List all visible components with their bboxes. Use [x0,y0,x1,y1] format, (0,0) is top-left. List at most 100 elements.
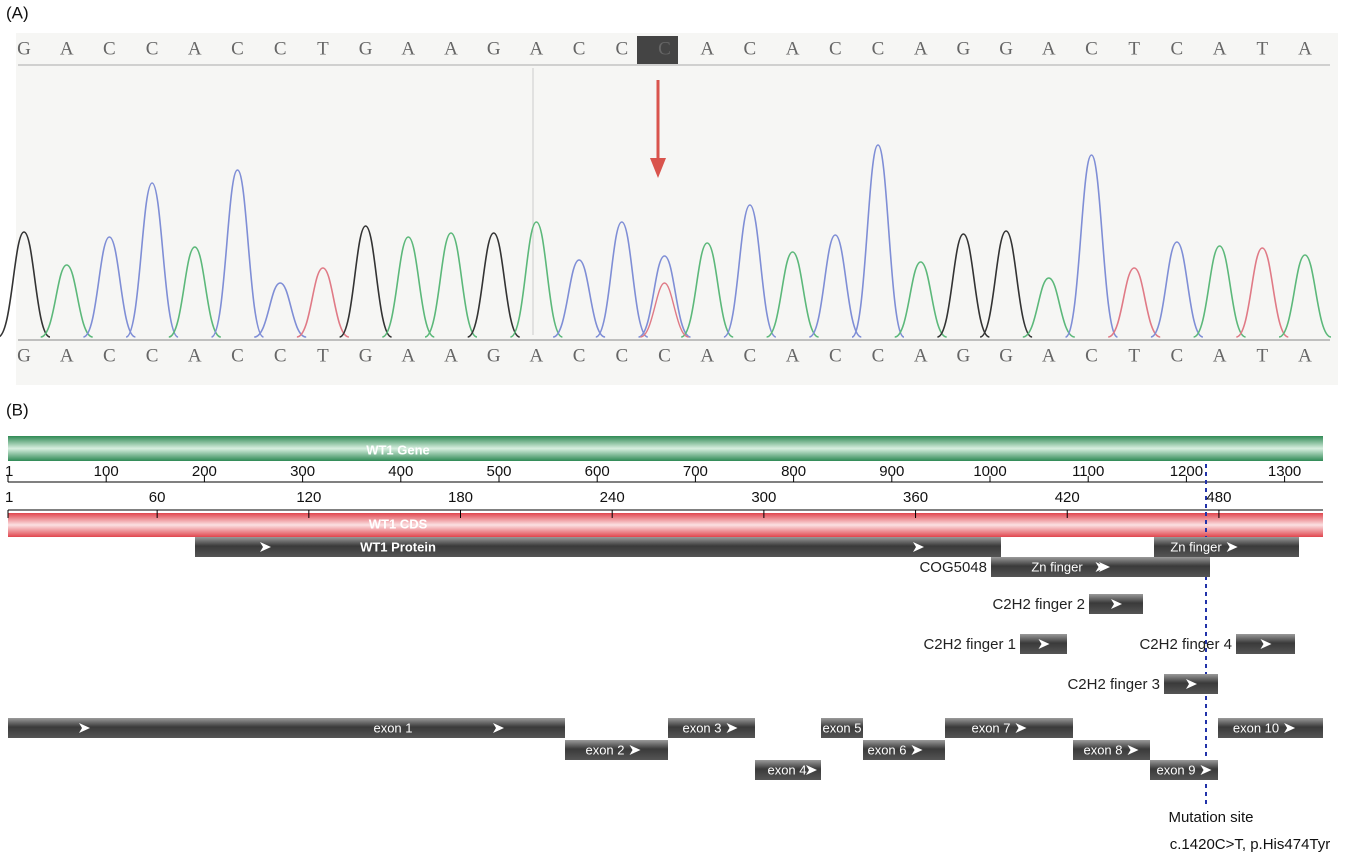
base-call: G [999,38,1013,59]
figure: (A) (B) WT1 Gene WT1 CDS Mutation site c… [0,0,1351,858]
tick-label: 800 [781,463,806,480]
tick-label: 1200 [1170,463,1203,480]
feature-label: Zn finger [1170,539,1222,554]
mutation-title: Mutation site [1168,809,1253,826]
feature-label: C2H2 finger 2 [992,596,1085,613]
tick-label: 360 [903,489,928,506]
base-call: A [188,38,202,59]
base-call: C [829,38,842,59]
base-call: A [1298,345,1312,366]
base-call: T [317,38,329,59]
base-call: A [401,345,415,366]
tick-label: 1100 [1072,463,1104,480]
feature-label: exon 4 [767,762,806,777]
base-call: A [700,38,714,59]
feature-label: exon 2 [585,742,624,757]
base-call: A [1042,38,1056,59]
base-call: A [914,38,928,59]
base-call: C [103,345,116,366]
base-call: G [359,38,373,59]
page: {"panel_a": {"label": "(A)", "top_sequen… [0,0,1351,858]
base-call: C [872,38,885,59]
base-call: A [1298,38,1312,59]
base-call: C [744,345,757,366]
base-call: G [957,38,971,59]
tick-label: 1 [5,489,13,506]
base-call: G [17,345,31,366]
base-call: A [188,345,202,366]
base-call: G [359,345,373,366]
tick-label: 500 [486,463,511,480]
base-call: G [957,345,971,366]
base-call: A [1213,345,1227,366]
base-call: A [1042,345,1056,366]
cds-bar [8,513,1323,537]
tick-label: 240 [600,489,625,506]
tick-label: 1 [5,463,13,480]
feature-label: exon 3 [682,720,721,735]
cds-label: WT1 CDS [369,516,428,531]
base-call: C [573,38,586,59]
feature-label: exon 7 [971,720,1010,735]
base-call: C [274,345,287,366]
base-call: C [1085,345,1098,366]
feature-label: exon 10 [1233,720,1279,735]
tick-label: 60 [149,489,166,506]
tick-label: 900 [879,463,904,480]
base-call: A [60,38,74,59]
feature-bar [195,537,1001,557]
feature-label: exon 6 [867,742,906,757]
feature-label: WT1 Protein [360,539,436,554]
base-call: G [487,38,501,59]
base-call: A [700,345,714,366]
feature-label: C2H2 finger 1 [923,636,1016,653]
feature-label: exon 8 [1083,742,1122,757]
base-call: A [530,38,544,59]
base-call: T [1128,345,1140,366]
base-call: A [914,345,928,366]
base-call: A [786,38,800,59]
base-call: T [1128,38,1140,59]
base-call: C [103,38,116,59]
base-call: C [744,38,757,59]
feature-label: exon 5 [822,720,861,735]
feature-label: C2H2 finger 3 [1067,676,1160,693]
base-call: C [1171,345,1184,366]
base-call: A [444,345,458,366]
tick-label: 1000 [973,463,1006,480]
base-call: C [1171,38,1184,59]
panel-label: (B) [6,400,29,419]
tick-label: 420 [1055,489,1080,506]
tick-label: 300 [751,489,776,506]
base-call: C [829,345,842,366]
base-call: T [1256,38,1268,59]
base-call: A [1213,38,1227,59]
feature-inner-label: Zn finger [1031,559,1083,574]
base-call: C [231,345,244,366]
mutation-detail: c.1420C>T, p.His474Tyr [1170,836,1331,853]
base-call: C [573,345,586,366]
base-call: T [317,345,329,366]
tick-label: 700 [683,463,708,480]
tick-label: 600 [585,463,610,480]
tick-label: 180 [448,489,473,506]
tick-label: 480 [1206,489,1231,506]
tick-label: 300 [290,463,315,480]
feature-label: C2H2 finger 4 [1139,636,1232,653]
base-call: C [146,345,159,366]
gene-label: WT1 Gene [366,442,430,457]
tick-label: 200 [192,463,217,480]
base-call: A [401,38,415,59]
base-call: A [530,345,544,366]
base-call: C [615,38,628,59]
base-call: C [658,38,671,59]
base-call: C [615,345,628,366]
base-call: G [17,38,31,59]
base-call: A [444,38,458,59]
base-call: T [1256,345,1268,366]
chromatogram-bg [16,33,1338,385]
base-call: A [60,345,74,366]
base-call: C [231,38,244,59]
feature-label: COG5048 [919,559,987,576]
